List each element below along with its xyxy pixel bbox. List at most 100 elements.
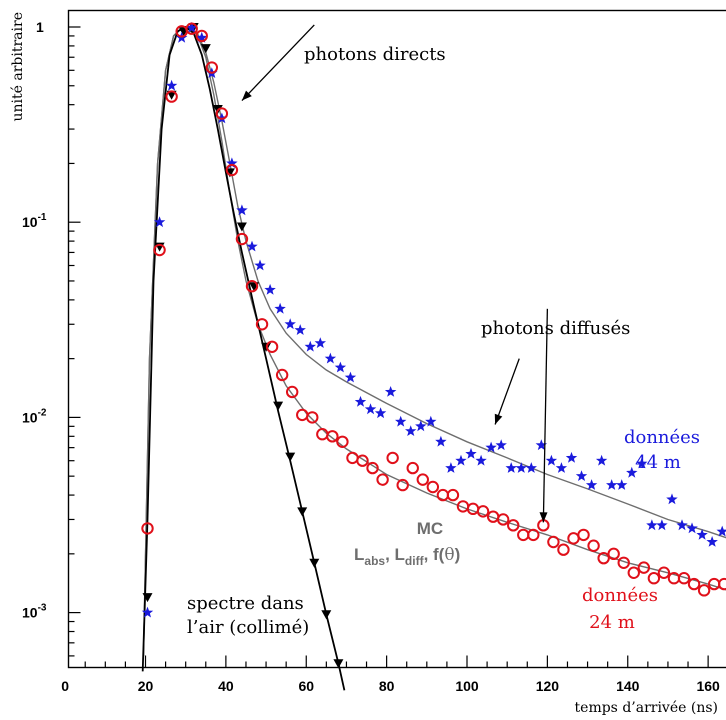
data-point-24m xyxy=(587,539,600,552)
data-point-44m xyxy=(264,283,276,295)
data-point-44m xyxy=(304,340,316,352)
data-point-24m xyxy=(225,163,239,177)
x-tick-label: 20 xyxy=(138,678,154,694)
curve-air xyxy=(141,25,346,691)
data-point-44m xyxy=(616,479,628,490)
data-point-44m xyxy=(246,240,258,252)
data-point-24m xyxy=(707,577,721,591)
data-point-44m xyxy=(716,525,726,537)
arrow-head xyxy=(494,413,503,425)
data-point-24m xyxy=(517,528,530,542)
data-point-24m xyxy=(336,435,349,448)
data-point-24m xyxy=(296,408,309,422)
data-point-44m xyxy=(626,466,638,478)
y-tick-base: 10 xyxy=(22,409,38,425)
annotation-donnees-44-line2: 44 m xyxy=(635,452,681,473)
y-tick-labels: 10-310-210-11 xyxy=(22,19,47,621)
y-tick-base: 1 xyxy=(36,19,44,35)
data-point-24m xyxy=(496,513,510,526)
data-point-24m xyxy=(255,318,269,331)
data-point-44m xyxy=(455,454,467,466)
data-point-44m xyxy=(415,420,427,432)
mc-close: ) xyxy=(455,545,461,564)
arrow-head xyxy=(241,90,252,101)
arrow-photons-diffuses-left xyxy=(494,358,520,425)
data-point-24m xyxy=(376,473,389,486)
data-point-air xyxy=(285,452,296,462)
data-point-44m xyxy=(676,519,688,531)
data-point-air xyxy=(236,222,247,232)
annotation-arrows xyxy=(241,24,549,523)
data-point-24m xyxy=(195,29,208,43)
data-point-24m xyxy=(507,519,520,532)
arrow-head xyxy=(539,512,548,523)
data-point-44m xyxy=(284,318,296,330)
data-point-24m xyxy=(527,528,540,542)
data-point-24m xyxy=(677,572,691,585)
data-point-24m xyxy=(306,411,319,424)
data-point-44m xyxy=(141,606,154,618)
mc-comma-1: , xyxy=(385,545,394,564)
data-point-44m xyxy=(395,415,407,427)
x-axis-label: temps d’arrivée (ns) xyxy=(575,700,718,716)
data-point-24m xyxy=(245,280,259,293)
data-point-24m xyxy=(446,488,460,502)
arrow-photons-diffuses-right xyxy=(539,308,549,523)
arrow-photons-directs xyxy=(241,24,315,101)
data-point-24m xyxy=(577,528,590,542)
annotation-donnees-44-line1: données xyxy=(624,427,700,448)
data-point-44m xyxy=(575,470,588,481)
data-point-air xyxy=(142,593,153,603)
data-point-44m xyxy=(525,462,537,473)
data-point-44m xyxy=(535,439,548,451)
data-point-24m xyxy=(275,368,289,382)
data-point-air xyxy=(273,401,284,411)
y-tick-base: 10 xyxy=(22,605,38,621)
data-point-24m xyxy=(476,505,490,518)
data-point-44m xyxy=(445,462,457,473)
data-point-44m xyxy=(374,407,387,419)
data-point-44m xyxy=(636,457,648,469)
data-point-air xyxy=(297,507,308,517)
data-point-24m xyxy=(326,430,339,443)
data-point-24m xyxy=(466,502,480,516)
data-point-44m xyxy=(646,519,658,531)
mc-ldiff: L xyxy=(395,545,405,564)
x-tick-label: 80 xyxy=(379,678,395,694)
arrow-shaft xyxy=(542,308,549,523)
data-point-44m xyxy=(495,439,507,451)
data-point-44m xyxy=(475,454,487,466)
data-point-24m xyxy=(657,566,671,579)
data-point-24m xyxy=(346,451,359,465)
data-point-44m xyxy=(364,403,377,415)
data-point-24m xyxy=(265,340,279,353)
data-point-24m xyxy=(697,584,711,597)
data-point-air xyxy=(333,659,344,669)
mc-labs-sub: abs xyxy=(364,554,385,568)
annotation-donnees-24-line1: données xyxy=(582,585,658,606)
mc-comma-2: , f( xyxy=(424,545,445,564)
mc-ldiff-sub: diff xyxy=(405,554,425,568)
data-point-44m xyxy=(545,454,558,466)
data-point-24m xyxy=(356,454,369,467)
data-point-44m xyxy=(666,493,678,505)
x-tick-label: 140 xyxy=(616,678,640,694)
data-point-24m xyxy=(316,428,329,441)
data-point-24m xyxy=(366,461,379,475)
x-tick-label: 60 xyxy=(298,678,314,694)
data-point-44m xyxy=(324,352,337,364)
annotation-mc: MC xyxy=(417,519,443,538)
data-point-44m xyxy=(565,451,578,463)
y-tick-exponent: -3 xyxy=(38,603,47,614)
data-point-24m xyxy=(547,535,560,549)
x-tick-labels: 0 20 40 60 80 100 120 140 160 xyxy=(61,678,720,694)
data-point-24m xyxy=(285,385,299,399)
y-tick-exponent: -2 xyxy=(38,407,47,418)
y-tick-base: 10 xyxy=(22,214,38,230)
data-point-44m xyxy=(405,425,417,436)
x-tick-label: 40 xyxy=(218,678,234,694)
data-point-44m xyxy=(595,454,608,466)
y-tick-label: 10-2 xyxy=(22,407,47,425)
y-tick-label: 10-3 xyxy=(22,603,47,621)
data-point-24m xyxy=(607,547,620,561)
